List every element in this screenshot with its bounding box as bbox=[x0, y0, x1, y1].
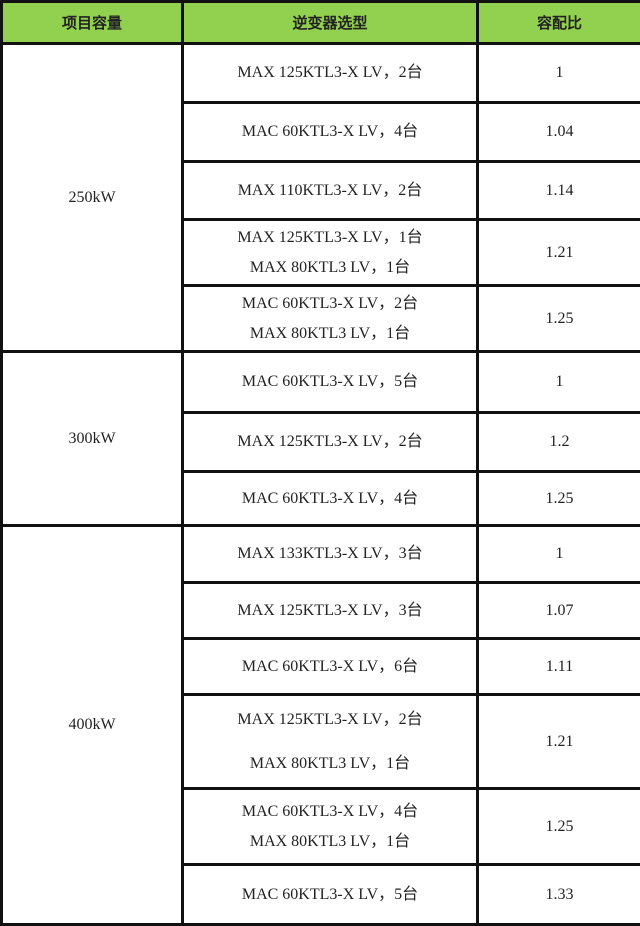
inverter-model-cell: MAC 60KTL3-X LV，2台 MAX 80KTL3 LV，1台 bbox=[181, 284, 479, 353]
inverter-model: MAX 80KTL3 LV，1台 bbox=[249, 754, 411, 772]
ratio-cell: 1.33 bbox=[476, 863, 640, 926]
table-row: MAX 110KTL3-X LV，2台 1.14 bbox=[2, 160, 640, 221]
inverter-model-cell: MAX 125KTL3-X LV，2台 bbox=[181, 42, 479, 104]
inverter-model-cell: MAC 60KTL3-X LV，5台 bbox=[181, 350, 479, 414]
inverter-model-cell: MAX 125KTL3-X LV，1台 MAX 80KTL3 LV，1台 bbox=[181, 218, 479, 287]
ratio-cell: 1 bbox=[476, 524, 640, 584]
inverter-model: MAC 60KTL3-X LV，2台 bbox=[241, 294, 419, 312]
ratio-cell: 1.2 bbox=[476, 411, 640, 473]
inverter-model-cell: MAX 133KTL3-X LV，3台 bbox=[181, 524, 479, 584]
ratio-cell: 1.25 bbox=[476, 787, 640, 866]
inverter-model-cell: MAC 60KTL3-X LV，6台 bbox=[181, 637, 479, 696]
inverter-model: MAX 125KTL3-X LV，3台 bbox=[237, 601, 423, 619]
ratio-cell: 1.14 bbox=[476, 160, 640, 221]
inverter-model: MAC 60KTL3-X LV，4台 bbox=[241, 489, 419, 507]
table-row: MAX 125KTL3-X LV，3台 1.07 bbox=[2, 581, 640, 640]
inverter-model-cell: MAX 125KTL3-X LV，2台 bbox=[181, 411, 479, 473]
inverter-model-cell: MAC 60KTL3-X LV，5台 bbox=[181, 863, 479, 926]
inverter-model: MAX 125KTL3-X LV，2台 bbox=[237, 710, 423, 728]
ratio-cell: 1.04 bbox=[476, 101, 640, 163]
table-row: MAC 60KTL3-X LV，5台 1.33 bbox=[2, 863, 640, 926]
capacity-cell: 250kW bbox=[0, 42, 184, 353]
header-capacity: 项目容量 bbox=[0, 0, 184, 45]
inverter-model-cell: MAC 60KTL3-X LV，4台 MAX 80KTL3 LV，1台 bbox=[181, 787, 479, 866]
table-row: 300kW MAC 60KTL3-X LV，5台 1 bbox=[0, 350, 640, 527]
table-row: MAC 60KTL3-X LV，2台 MAX 80KTL3 LV，1台 1.25 bbox=[2, 284, 640, 353]
table-row: MAC 60KTL3-X LV，6台 1.11 bbox=[2, 637, 640, 696]
capacity-cell: 400kW bbox=[0, 524, 184, 926]
header-row: 项目容量 逆变器选型 容配比 bbox=[0, 0, 640, 45]
inverter-model: MAC 60KTL3-X LV，6台 bbox=[241, 657, 419, 675]
ratio-cell: 1.21 bbox=[476, 693, 640, 790]
inverter-model: MAX 125KTL3-X LV，2台 bbox=[237, 433, 423, 450]
table-row: 250kW MAX 125KTL3-X LV，2台 1 bbox=[0, 42, 640, 353]
inverter-model: MAC 60KTL3-X LV，4台 bbox=[241, 123, 419, 140]
table-row: MAX 125KTL3-X LV，2台 MAX 80KTL3 LV，1台 1.21 bbox=[2, 693, 640, 790]
inverter-model-cell: MAC 60KTL3-X LV，4台 bbox=[181, 470, 479, 527]
inverter-model-cell: MAX 110KTL3-X LV，2台 bbox=[181, 160, 479, 221]
ratio-cell: 1 bbox=[476, 42, 640, 104]
ratio-cell: 1.21 bbox=[476, 218, 640, 287]
inverter-model: MAC 60KTL3-X LV，5台 bbox=[241, 373, 419, 390]
inverter-model-cell: MAX 125KTL3-X LV，2台 MAX 80KTL3 LV，1台 bbox=[181, 693, 479, 790]
inverter-model: MAC 60KTL3-X LV，4台 bbox=[241, 802, 419, 820]
capacity-cell: 300kW bbox=[0, 350, 184, 527]
inverter-model: MAX 125KTL3-X LV，2台 bbox=[237, 64, 423, 81]
header-ratio: 容配比 bbox=[476, 0, 640, 45]
inverter-model-cell: MAX 125KTL3-X LV，3台 bbox=[181, 581, 479, 640]
table-row: MAC 60KTL3-X LV，4台 1.04 bbox=[2, 101, 640, 163]
inverter-model: MAX 80KTL3 LV，1台 bbox=[249, 258, 411, 276]
inverter-model: MAX 125KTL3-X LV，1台 bbox=[237, 228, 423, 246]
ratio-cell: 1.07 bbox=[476, 581, 640, 640]
table-row: MAC 60KTL3-X LV，4台 MAX 80KTL3 LV，1台 1.25 bbox=[2, 787, 640, 866]
ratio-cell: 1.25 bbox=[476, 470, 640, 527]
table-row: MAC 60KTL3-X LV，4台 1.25 bbox=[2, 470, 640, 527]
inverter-model-cell: MAC 60KTL3-X LV，4台 bbox=[181, 101, 479, 163]
inverter-model: MAX 80KTL3 LV，1台 bbox=[249, 324, 411, 342]
inverter-model: MAX 110KTL3-X LV，2台 bbox=[237, 181, 423, 199]
table-row: MAX 125KTL3-X LV，2台 1.2 bbox=[2, 411, 640, 473]
ratio-cell: 1 bbox=[476, 350, 640, 414]
inverter-model: MAC 60KTL3-X LV，5台 bbox=[241, 885, 419, 903]
ratio-cell: 1.11 bbox=[476, 637, 640, 696]
table-row: MAX 125KTL3-X LV，1台 MAX 80KTL3 LV，1台 1.21 bbox=[2, 218, 640, 287]
ratio-cell: 1.25 bbox=[476, 284, 640, 353]
table-row: 400kW MAX 133KTL3-X LV，3台 1 bbox=[0, 524, 640, 926]
header-inverter-model: 逆变器选型 bbox=[181, 0, 479, 45]
inverter-model: MAX 133KTL3-X LV，3台 bbox=[237, 545, 423, 562]
inverter-model: MAX 80KTL3 LV，1台 bbox=[249, 832, 411, 850]
